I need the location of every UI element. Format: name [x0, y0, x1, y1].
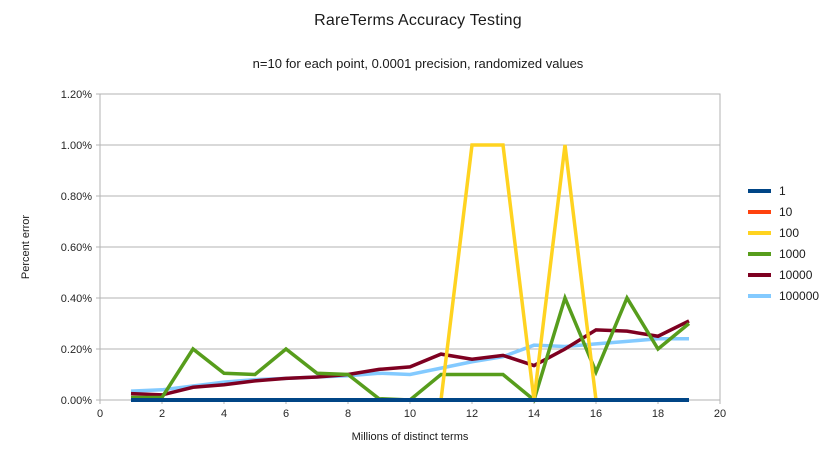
y-tick-label: 1.20%: [61, 89, 92, 101]
x-tick-label: 14: [528, 408, 540, 420]
x-tick-label: 20: [714, 408, 726, 420]
legend-label: 100000: [779, 288, 820, 303]
x-tick-label: 18: [652, 408, 664, 420]
x-tick-label: 0: [97, 408, 103, 420]
legend-label: 10000: [779, 267, 813, 282]
series-line-10000: [130, 319, 690, 397]
legend-swatch: [748, 293, 771, 298]
legend-swatch: [748, 188, 771, 193]
legend-label: 10: [779, 204, 793, 219]
y-tick-label: 0.60%: [61, 242, 92, 254]
legend-label: 1: [779, 183, 786, 198]
legend-swatch: [748, 209, 771, 214]
legend: 1 10 100 1000 10000 100000: [748, 180, 819, 306]
x-tick-label: 8: [345, 408, 351, 420]
y-tick-label: 0.00%: [61, 395, 92, 407]
x-tick-label: 10: [404, 408, 416, 420]
legend-item-1000: 1000: [748, 243, 819, 264]
legend-item-10: 10: [748, 201, 819, 222]
x-tick-label: 12: [466, 408, 478, 420]
x-tick-label: 6: [283, 408, 289, 420]
y-tick-label: 0.80%: [61, 191, 92, 203]
series-line-100: [131, 143, 689, 402]
y-tick-label: 0.20%: [61, 344, 92, 356]
y-tick-label: 1.00%: [61, 140, 92, 152]
y-tick-label: 0.40%: [61, 293, 92, 305]
legend-label: 1000: [779, 246, 806, 261]
legend-label: 100: [779, 225, 800, 240]
legend-item-1: 1: [748, 180, 819, 201]
x-tick-label: 2: [159, 408, 165, 420]
legend-swatch: [748, 230, 771, 235]
legend-item-100000: 100000: [748, 285, 819, 306]
legend-item-10000: 10000: [748, 264, 819, 285]
legend-swatch: [748, 251, 771, 256]
legend-item-100: 100: [748, 222, 819, 243]
series-line-100000: [130, 337, 689, 393]
x-tick-label: 16: [590, 408, 602, 420]
x-tick-label: 4: [221, 408, 227, 420]
legend-swatch: [748, 272, 771, 277]
chart-subtitle: n=10 for each point, 0.0001 precision, r…: [252, 56, 584, 71]
chart-title: RareTerms Accuracy Testing: [314, 12, 522, 29]
x-axis-title: Millions of distinct terms: [351, 431, 469, 443]
